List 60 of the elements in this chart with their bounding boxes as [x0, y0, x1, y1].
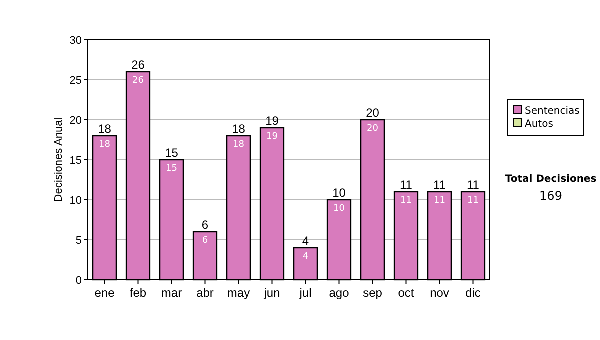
bar — [460, 191, 486, 281]
total-label: 11 — [434, 178, 446, 192]
legend-label: Sentencias — [525, 106, 580, 117]
bar — [226, 135, 252, 281]
data-label: 11 — [434, 196, 446, 206]
x-tick-label: jun — [263, 286, 280, 300]
y-tick-label: 25 — [70, 75, 82, 87]
y-tick-label: 30 — [70, 35, 82, 47]
bar — [326, 199, 352, 281]
y-tick-label: 15 — [70, 155, 82, 167]
x-tick-label: mar — [161, 286, 182, 300]
x-tick-label: may — [227, 286, 250, 300]
total-label: 26 — [132, 58, 146, 72]
data-label: 11 — [400, 196, 412, 206]
data-label: 15 — [166, 164, 178, 174]
bar — [92, 135, 118, 281]
data-label: 26 — [132, 76, 144, 86]
y-axis-title: Decisiones Anual — [53, 118, 65, 202]
bar — [394, 191, 419, 281]
data-label: 4 — [302, 252, 309, 262]
bar — [293, 247, 318, 281]
y-tick-label: 0 — [76, 275, 82, 287]
bar — [260, 127, 285, 281]
data-label: 11 — [468, 196, 479, 206]
x-tick-label: ene — [94, 286, 116, 300]
x-tick-label: dic — [466, 286, 481, 300]
bar — [159, 159, 184, 281]
text: Total Decisiones — [505, 174, 597, 185]
x-tick-label: feb — [130, 286, 147, 300]
bar — [192, 231, 218, 281]
legend-label: Autos — [525, 119, 554, 130]
y-tick-label: 5 — [76, 235, 82, 247]
x-tick-label: oct — [398, 286, 415, 300]
text: 169 — [540, 189, 562, 203]
x-tick-label: nov — [430, 286, 450, 300]
bar — [126, 71, 151, 281]
total-label: 11 — [400, 178, 413, 192]
bar — [427, 191, 452, 281]
x-tick-label: jul — [298, 286, 312, 300]
data-label: 6 — [202, 236, 208, 246]
y-tick-label: 10 — [70, 195, 82, 207]
total-label: 10 — [332, 186, 346, 200]
data-label: 20 — [367, 124, 379, 134]
data-label: 19 — [266, 132, 278, 142]
data-label: 18 — [233, 140, 245, 150]
x-tick-label: abr — [196, 286, 214, 300]
total-label: 6 — [202, 218, 209, 232]
data-label: 10 — [334, 204, 346, 214]
total-label: 4 — [302, 234, 310, 248]
data-label: 18 — [99, 140, 111, 150]
total-label: 11 — [467, 178, 480, 192]
y-tick-label: 20 — [70, 115, 82, 127]
bar — [360, 119, 386, 281]
total-label: 18 — [98, 122, 112, 136]
total-label: 15 — [165, 146, 179, 160]
total-label: 18 — [232, 122, 246, 136]
total-label: 20 — [366, 106, 380, 120]
total-label: 19 — [266, 114, 280, 128]
x-tick-label: sep — [363, 286, 383, 300]
x-tick-label: ago — [329, 286, 350, 300]
